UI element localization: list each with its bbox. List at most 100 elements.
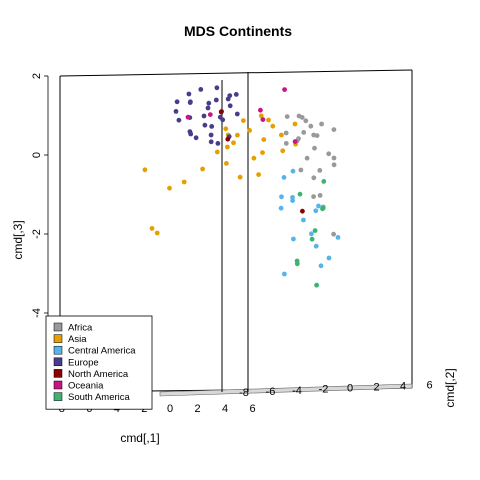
point-europe xyxy=(214,98,219,103)
point-asia xyxy=(200,167,205,172)
x-axis-label: cmd[,1] xyxy=(120,431,159,445)
point-europe xyxy=(177,118,182,123)
legend-label-asia: Asia xyxy=(68,334,87,345)
point-africa xyxy=(317,168,322,173)
point-africa xyxy=(301,130,306,135)
z-tick-label: 2 xyxy=(373,382,379,394)
point-asia xyxy=(143,167,148,172)
point-asia xyxy=(252,156,257,161)
y-tick-label: 0 xyxy=(31,152,43,158)
point-oceania xyxy=(186,115,191,120)
x-tick-label: 0 xyxy=(167,403,173,415)
point-europe xyxy=(188,132,193,137)
point-africa xyxy=(300,115,305,120)
point-central-america xyxy=(309,231,314,236)
y-tick-label: 2 xyxy=(31,73,43,79)
y-axis: 2 0 -2 -4 xyxy=(31,73,48,392)
point-north-america xyxy=(225,137,230,142)
legend-swatch-south-america xyxy=(54,393,62,401)
point-south-america xyxy=(320,206,325,211)
legend-swatch-europe xyxy=(54,358,62,366)
point-europe xyxy=(206,106,211,111)
point-africa xyxy=(311,194,316,199)
point-europe xyxy=(227,93,232,98)
legend-label-south-america: South America xyxy=(68,392,130,403)
x-tick-label: 4 xyxy=(222,403,228,415)
point-africa xyxy=(331,232,336,237)
z-tick-label: -4 xyxy=(292,385,302,397)
point-africa xyxy=(284,141,289,146)
point-south-america xyxy=(313,228,318,233)
point-north-america xyxy=(300,209,305,214)
point-central-america xyxy=(282,272,287,277)
point-south-america xyxy=(314,283,319,288)
point-asia xyxy=(266,118,271,123)
point-central-america xyxy=(279,194,284,199)
legend-swatch-asia xyxy=(54,335,62,343)
point-europe xyxy=(209,124,214,129)
point-africa xyxy=(312,146,317,151)
x-tick-label: 6 xyxy=(249,403,255,415)
point-central-america xyxy=(319,263,324,268)
point-central-america xyxy=(313,208,318,213)
z-tick-label: 6 xyxy=(426,379,432,391)
point-central-america xyxy=(291,169,296,174)
point-asia xyxy=(261,137,266,142)
point-europe xyxy=(174,109,179,114)
y-tick-label: -4 xyxy=(31,308,43,318)
point-africa xyxy=(285,114,290,119)
point-asia xyxy=(247,128,252,133)
chart-title: MDS Continents xyxy=(184,23,292,39)
legend-label-africa: Africa xyxy=(68,323,93,334)
point-africa xyxy=(305,156,310,161)
point-europe xyxy=(216,141,221,146)
z-tick-label: -8 xyxy=(239,387,249,399)
point-central-america xyxy=(279,206,284,211)
point-africa xyxy=(315,133,320,138)
legend: AfricaAsiaCentral AmericaEuropeNorth Ame… xyxy=(46,316,152,409)
z-tick-label: 0 xyxy=(347,383,353,395)
point-asia xyxy=(260,150,265,155)
point-asia xyxy=(270,124,275,129)
legend-swatch-central-america xyxy=(54,346,62,354)
point-europe xyxy=(202,114,207,119)
point-europe xyxy=(228,103,233,108)
point-africa xyxy=(326,151,331,156)
point-central-america xyxy=(316,204,321,209)
z-tick-label: 4 xyxy=(400,380,406,392)
point-central-america xyxy=(327,256,332,261)
point-europe xyxy=(220,117,225,122)
z-tick-label: -6 xyxy=(266,386,276,398)
point-africa xyxy=(319,122,324,127)
point-asia xyxy=(223,126,228,131)
point-asia xyxy=(150,226,155,231)
point-central-america xyxy=(291,237,296,242)
legend-swatch-oceania xyxy=(54,381,62,389)
point-africa xyxy=(303,118,308,123)
point-asia xyxy=(155,231,160,236)
point-asia xyxy=(235,133,240,138)
legend-label-europe: Europe xyxy=(68,357,99,368)
point-south-america xyxy=(295,259,300,264)
point-central-america xyxy=(282,175,287,180)
point-africa xyxy=(332,162,337,167)
point-africa xyxy=(308,124,313,129)
point-asia xyxy=(280,148,285,153)
point-oceania xyxy=(293,139,298,144)
point-europe xyxy=(194,135,199,140)
point-europe xyxy=(209,139,214,144)
y-axis-label: cmd[,3] xyxy=(11,220,25,259)
point-asia xyxy=(256,172,261,177)
point-europe xyxy=(198,87,203,92)
point-europe xyxy=(215,85,220,90)
point-central-america xyxy=(301,218,306,223)
point-europe xyxy=(188,99,193,104)
point-europe xyxy=(234,92,239,97)
point-asia xyxy=(231,140,236,145)
point-africa xyxy=(318,193,323,198)
point-south-america xyxy=(321,179,326,184)
point-africa xyxy=(311,175,316,180)
point-central-america xyxy=(336,235,341,240)
point-oceania xyxy=(261,117,266,122)
